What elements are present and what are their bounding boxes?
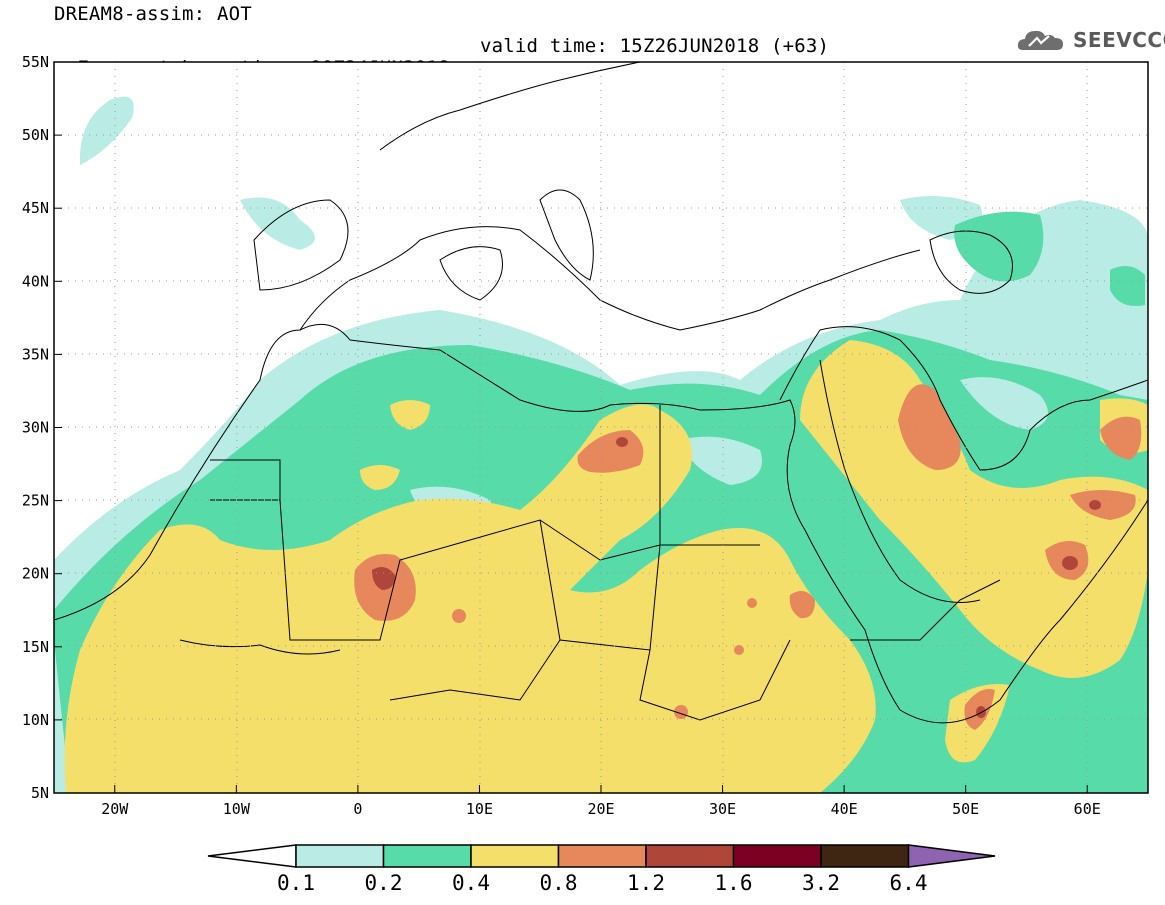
lat-axis: 55N 50N 45N 40N 35N 30N 25N 20N 15N 10N 5N	[22, 53, 62, 802]
colorbar-label: 1.2	[627, 871, 665, 895]
lat-tick-label: 40N	[22, 272, 49, 290]
gridlines	[54, 62, 1148, 793]
lat-tick-label: 15N	[22, 638, 49, 656]
colorbar-segment	[557, 844, 647, 868]
colorbar-label: 6.4	[889, 871, 928, 895]
lat-tick-label: 50N	[22, 126, 49, 144]
lon-tick-label: 0	[353, 800, 362, 818]
lon-tick-label: 10E	[466, 800, 493, 818]
lat-tick-label: 55N	[22, 53, 49, 71]
lon-tick-label: 10W	[223, 800, 251, 818]
lon-tick-label: 20W	[101, 800, 129, 818]
colorbar-segment	[820, 844, 910, 868]
logo-text: SEEVCCC	[1073, 28, 1165, 52]
lat-tick-label: 30N	[22, 419, 49, 437]
lon-tick-label: 60E	[1074, 800, 1101, 818]
colorbar-label: 0.4	[452, 871, 490, 895]
colorbar-min-arrow	[207, 844, 297, 868]
lon-axis: 20W 10W 0 10E 20E 30E 40E 50E 60E	[101, 785, 1101, 818]
lat-tick-label: 35N	[22, 345, 49, 363]
coastlines	[54, 62, 1148, 724]
colorbar-label: 0.2	[364, 871, 403, 895]
lat-tick-label: 45N	[22, 199, 49, 217]
lat-tick-label: 5N	[31, 784, 49, 802]
lon-tick-label: 30E	[709, 800, 736, 818]
colorbar	[207, 844, 996, 868]
colorbar-label: 3.2	[802, 871, 840, 895]
colorbar-segment	[295, 844, 385, 868]
cloud-logo-icon	[1017, 30, 1063, 50]
colorbar-segment	[470, 844, 560, 868]
lat-tick-label: 25N	[22, 492, 49, 510]
colorbar-segment	[645, 844, 735, 868]
chart-title: DREAM8-assim: AOT	[54, 3, 252, 25]
lon-tick-label: 20E	[587, 800, 614, 818]
lat-tick-label: 10N	[22, 711, 49, 729]
colorbar-label: 0.8	[539, 871, 578, 895]
colorbar-max-arrow	[907, 844, 996, 868]
colorbar-segment	[732, 844, 822, 868]
lon-tick-label: 50E	[952, 800, 979, 818]
colorbar-label: 1.6	[714, 871, 753, 895]
colorbar-segment	[382, 844, 472, 868]
valid-time-label: valid time: 15Z26JUN2018 (+63)	[480, 35, 830, 57]
lat-tick-label: 20N	[22, 565, 49, 583]
colorbar-label: 0.1	[277, 871, 315, 895]
lon-tick-label: 40E	[831, 800, 858, 818]
seevccc-logo: SEEVCCC	[1015, 24, 1165, 56]
